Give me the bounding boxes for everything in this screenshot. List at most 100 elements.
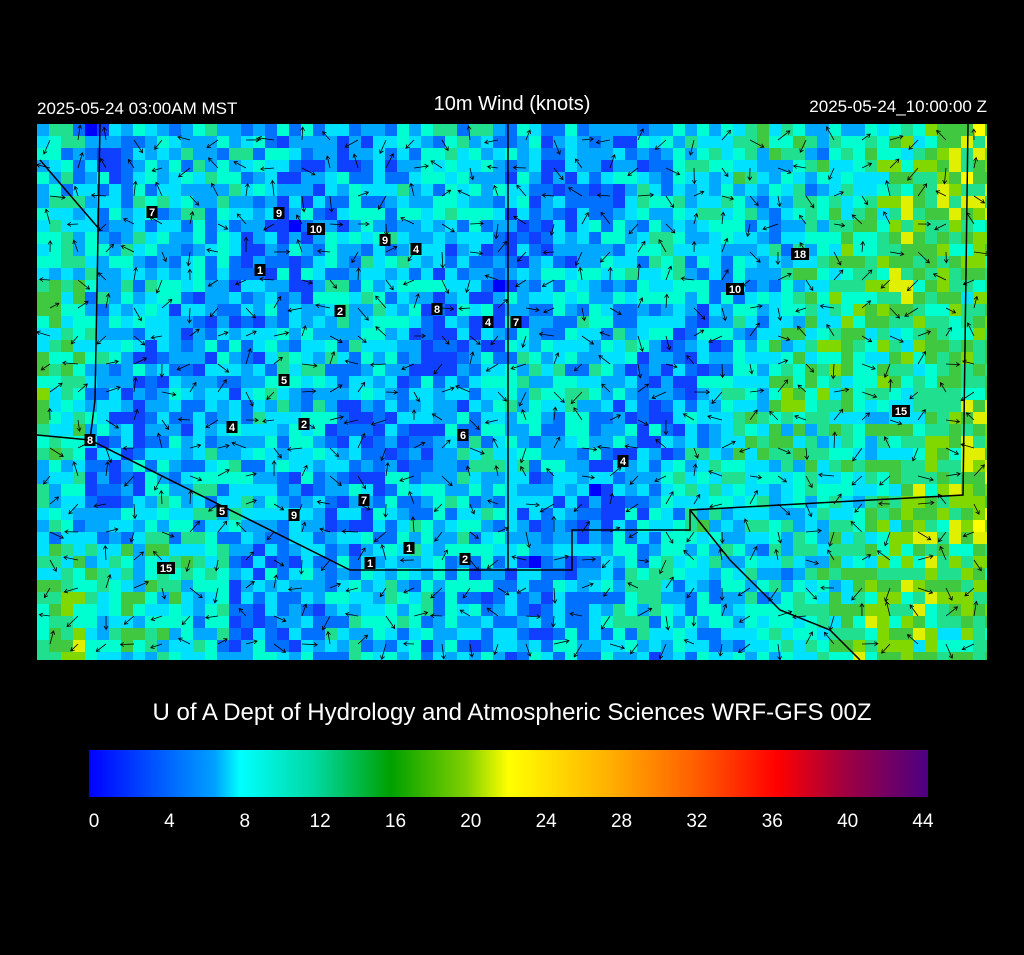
wind-arrow	[973, 464, 985, 477]
wind-cell	[553, 376, 565, 388]
wind-cell	[301, 508, 313, 520]
wind-cell	[145, 412, 157, 424]
wind-cell	[313, 340, 325, 352]
wind-cell	[97, 388, 109, 400]
wind-cell	[37, 412, 49, 424]
wind-cell	[577, 376, 589, 388]
wind-cell	[289, 544, 301, 556]
wind-cell	[457, 508, 469, 520]
wind-cell	[649, 436, 661, 448]
wind-cell	[301, 364, 313, 376]
wind-cell	[493, 124, 505, 136]
wind-arrow	[273, 503, 285, 511]
wind-cell	[577, 472, 589, 484]
wind-cell	[97, 172, 109, 184]
wind-cell	[565, 256, 577, 268]
wind-cell	[637, 604, 649, 616]
wind-cell	[877, 352, 889, 364]
wind-arrow	[552, 587, 558, 604]
wind-cell	[985, 148, 987, 160]
wind-cell	[265, 436, 277, 448]
wind-cell	[925, 532, 937, 544]
wind-cell	[265, 304, 277, 316]
wind-arrow	[832, 431, 838, 449]
wind-cell	[949, 148, 961, 160]
wind-cell	[673, 232, 685, 244]
wind-cell	[205, 208, 217, 220]
wind-arrow	[49, 382, 63, 393]
wind-cell	[181, 316, 193, 328]
wind-cell	[661, 376, 673, 388]
wind-cell	[169, 436, 181, 448]
wind-cell	[853, 280, 865, 292]
wind-cell	[109, 400, 121, 412]
wind-cell	[229, 640, 241, 652]
wind-arrow	[373, 531, 387, 542]
wind-cell	[97, 316, 109, 328]
wind-cell	[817, 124, 829, 136]
wind-arrow	[430, 587, 443, 599]
wind-cell	[421, 460, 433, 472]
wind-arrow	[345, 587, 359, 593]
wind-cell	[841, 556, 853, 568]
wind-cell	[385, 268, 397, 280]
wind-cell	[805, 220, 817, 232]
wind-cell	[181, 460, 193, 472]
wind-cell	[817, 412, 829, 424]
wind-cell	[493, 448, 505, 460]
wind-cell	[169, 316, 181, 328]
wind-cell	[217, 172, 229, 184]
wind-arrow	[574, 251, 583, 266]
wind-cell	[961, 340, 973, 352]
station-box	[431, 303, 443, 315]
wind-cell	[541, 640, 553, 652]
wind-cell	[625, 496, 637, 508]
wind-cell	[217, 280, 229, 292]
wind-cell	[961, 280, 973, 292]
wind-cell	[385, 220, 397, 232]
wind-cell	[289, 652, 301, 660]
wind-arrow	[777, 447, 792, 455]
wind-cell	[289, 340, 301, 352]
wind-cell	[349, 616, 361, 628]
wind-cell	[469, 436, 481, 448]
wind-cell	[457, 652, 469, 660]
wind-cell	[841, 172, 853, 184]
wind-arrow	[266, 531, 275, 541]
wind-cell	[877, 616, 889, 628]
wind-cell	[217, 208, 229, 220]
wind-cell	[217, 268, 229, 280]
wind-cell	[577, 328, 589, 340]
wind-cell	[421, 328, 433, 340]
wind-cell	[133, 652, 145, 660]
wind-cell	[949, 568, 961, 580]
wind-cell	[793, 352, 805, 364]
wind-cell	[697, 388, 709, 400]
wind-cell	[301, 196, 313, 208]
wind-cell	[529, 592, 541, 604]
wind-cell	[781, 472, 793, 484]
wind-cell	[289, 436, 301, 448]
wind-cell	[949, 424, 961, 436]
wind-cell	[241, 652, 253, 660]
wind-arrow	[469, 335, 481, 345]
wind-cell	[469, 484, 481, 496]
wind-cell	[325, 304, 337, 316]
wind-arrow	[155, 181, 163, 197]
wind-cell	[109, 532, 121, 544]
wind-cell	[841, 508, 853, 520]
wind-cell	[733, 400, 745, 412]
wind-cell	[877, 556, 889, 568]
wind-cell	[109, 316, 121, 328]
wind-cell	[673, 220, 685, 232]
wind-cell	[193, 124, 205, 136]
wind-cell	[97, 628, 109, 640]
wind-cell	[277, 544, 289, 556]
wind-cell	[661, 424, 673, 436]
wind-cell	[361, 340, 373, 352]
wind-cell	[385, 172, 397, 184]
wind-arrow	[748, 363, 754, 375]
wind-cell	[145, 364, 157, 376]
wind-cell	[61, 220, 73, 232]
wind-cell	[565, 316, 577, 328]
